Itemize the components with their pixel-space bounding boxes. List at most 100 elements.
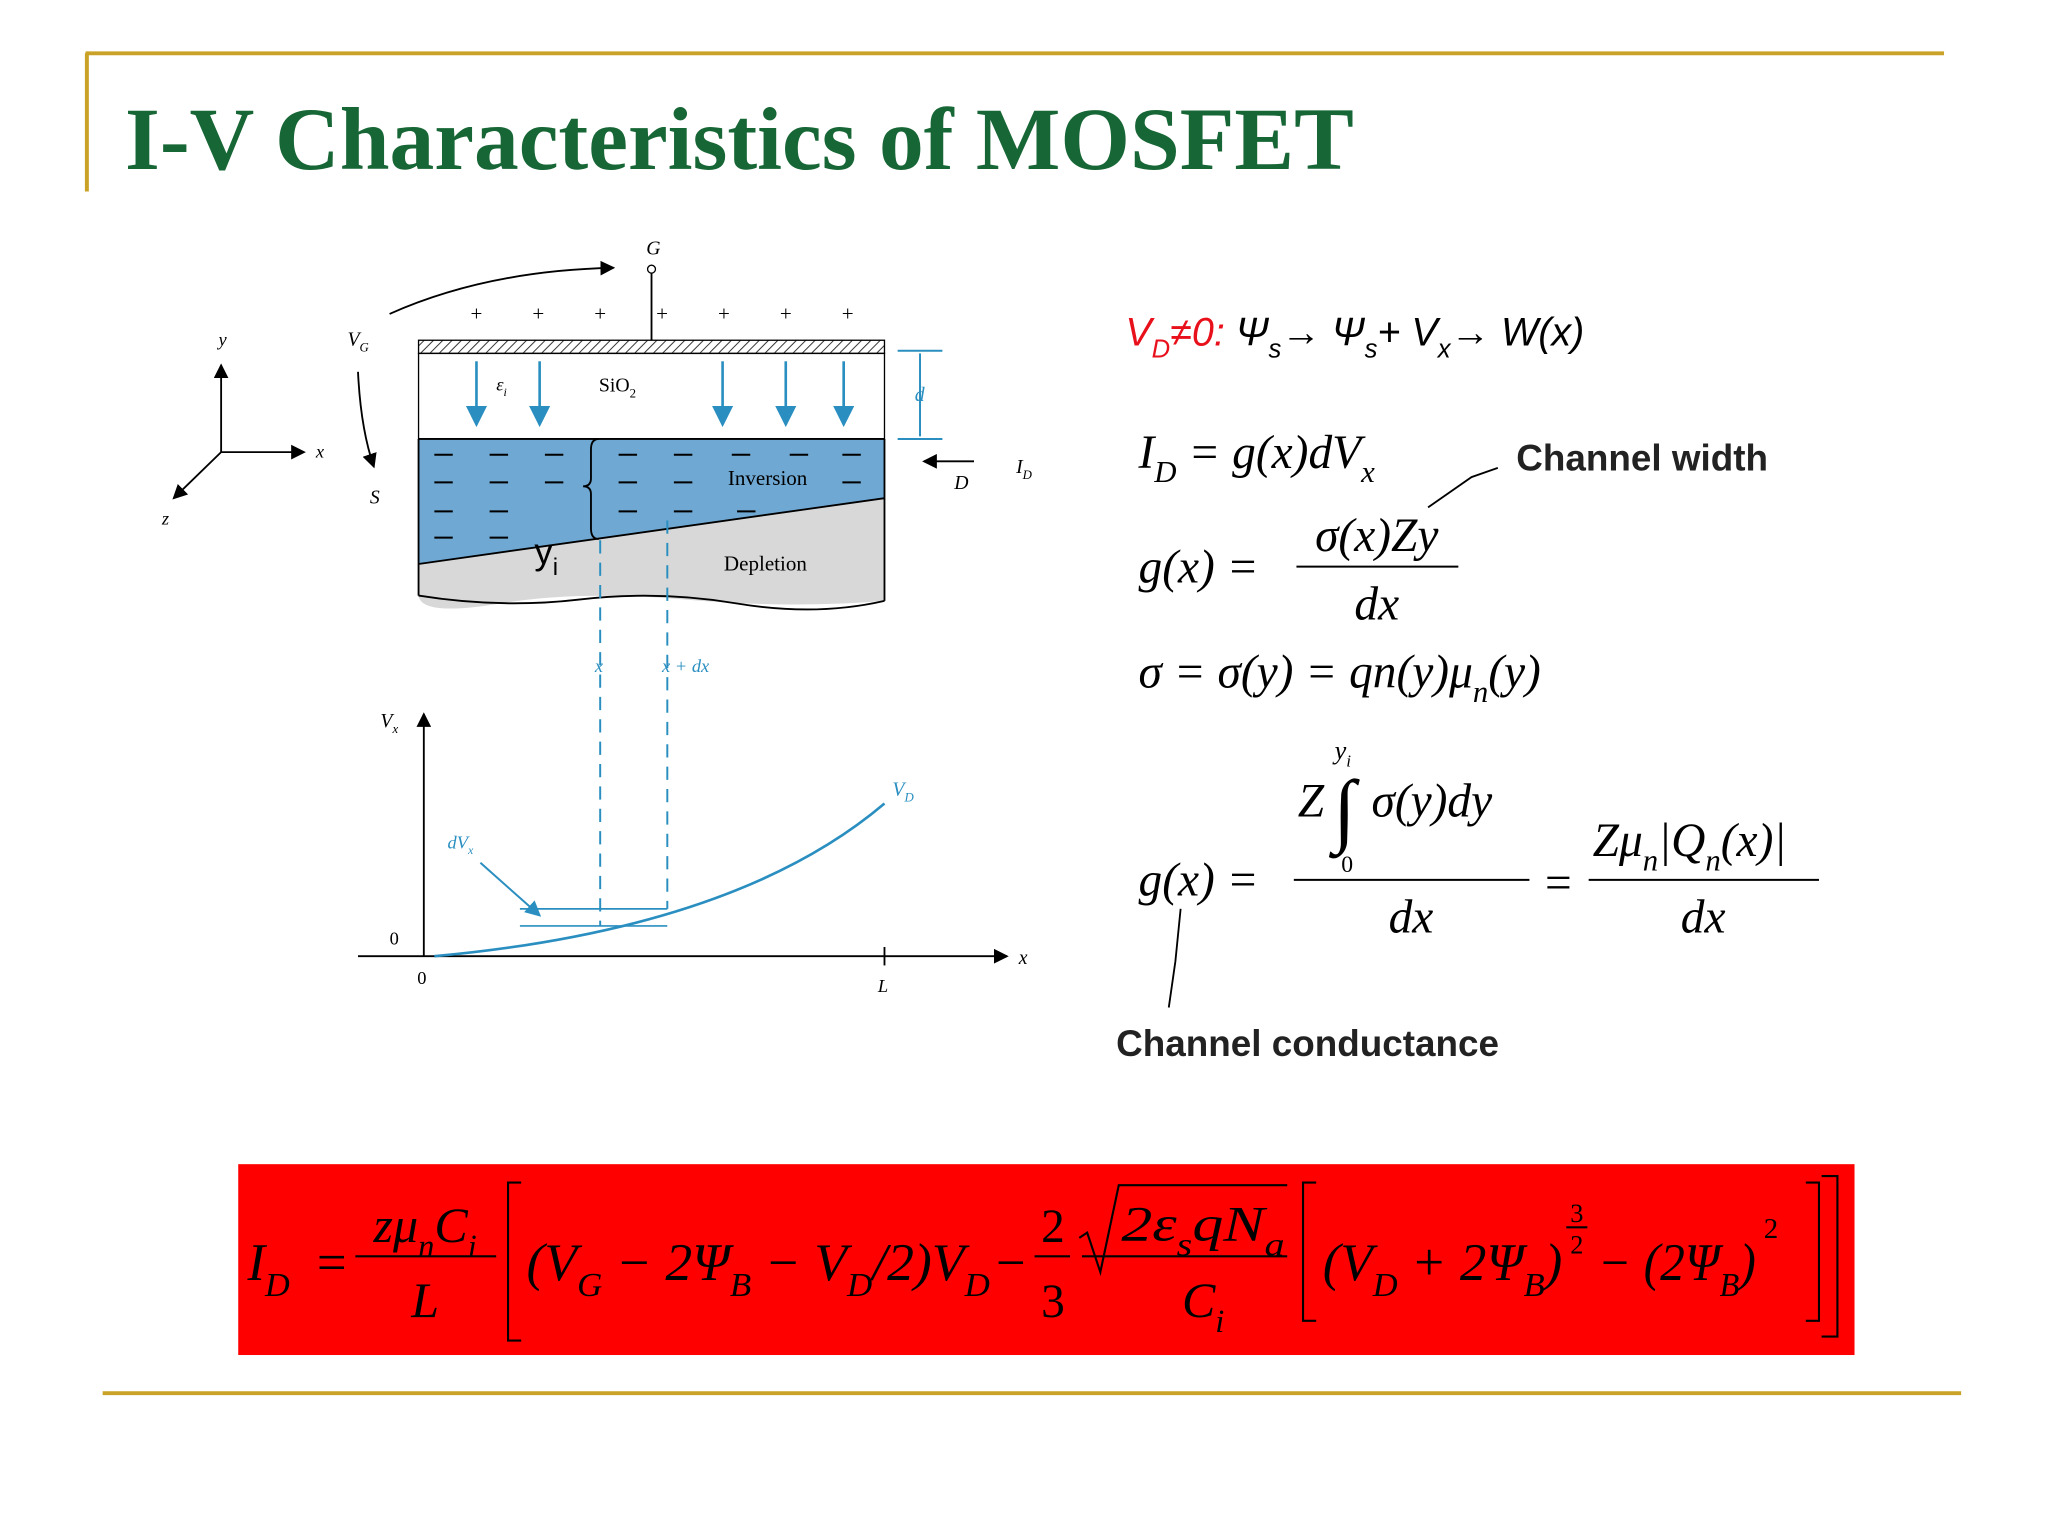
text-run: σ = σ(y) = qn(y)μ [1139, 647, 1473, 699]
text-run: a [1265, 1228, 1285, 1264]
text-run: ε [496, 374, 504, 394]
equation-4-numerator-2: Zμn|Qn(x)| [1593, 815, 1787, 877]
coordinate-axes [172, 363, 306, 500]
charge: + [656, 301, 668, 325]
text-run: I [1015, 456, 1024, 478]
gate-terminal [646, 264, 657, 274]
current-equals: = [317, 1234, 347, 1292]
oxide-label: SiO2 [599, 375, 636, 401]
conductance-leader [1167, 908, 1182, 1008]
increment-arrow [479, 862, 542, 917]
text-run: / [869, 1234, 891, 1292]
equation-4-upper: yi [1332, 736, 1352, 771]
exponent-denominator: 2 [1570, 1231, 1583, 1260]
charge: + [532, 301, 544, 325]
text-run: B [730, 1267, 751, 1304]
text-run: V [347, 329, 361, 351]
text-run: D [846, 1267, 873, 1304]
depletion-layer [418, 498, 885, 609]
text-run: s [1365, 335, 1378, 363]
graph-y-origin: 0 [390, 928, 399, 948]
text-run: + 2Ψ [1398, 1234, 1528, 1292]
text-run: D [1152, 335, 1171, 363]
text-run: → Ψ [1281, 311, 1365, 355]
text-run: D [264, 1267, 290, 1304]
gate-label: G [646, 238, 660, 260]
substrate-edge [418, 594, 885, 611]
text-run: 2 [887, 1234, 914, 1292]
slide-title: I-V Characteristics of MOSFET [125, 90, 1354, 189]
text-run: + V [1377, 311, 1441, 355]
text-run: i [503, 385, 506, 399]
prefactor-numerator: zμnCi [373, 1197, 477, 1265]
text-run: Ψ [1225, 311, 1270, 355]
graph-x-origin: 0 [417, 968, 426, 988]
exponent-numerator: 3 [1570, 1199, 1583, 1228]
depletion-label: Depletion [724, 552, 807, 576]
field-arrows [465, 361, 855, 428]
equation-4-denominator: dx [1389, 892, 1434, 944]
graph-x-end: L [877, 976, 888, 996]
text-run: n [418, 1229, 434, 1265]
text-run: C [1182, 1272, 1216, 1328]
equation-2-denominator: dx [1354, 578, 1399, 630]
text-run: qN [1192, 1196, 1267, 1252]
equation-4-factor: Z [1298, 776, 1325, 828]
text-run: B [1720, 1267, 1740, 1304]
channel-conductance-label: Channel conductance [1116, 1023, 1499, 1064]
text-run: D [903, 791, 914, 805]
text-run: y [1332, 736, 1347, 765]
text-run: y [534, 531, 553, 572]
thickness-marker [897, 349, 943, 440]
text-run: = g(x)dV [1177, 427, 1367, 479]
gate-voltage-label: VG [347, 329, 368, 355]
charge: + [780, 301, 792, 325]
equation-2-numerator: σ(x)Zy [1315, 510, 1439, 562]
text-run: zμ [373, 1197, 419, 1253]
text-run: x [1360, 455, 1375, 489]
source-label: S [370, 486, 380, 508]
result-structure [355, 1174, 1839, 1342]
radicand: 2ε sqN a [1121, 1196, 1284, 1264]
text-run: ≠0: [1170, 311, 1225, 355]
outline [417, 438, 886, 601]
text-run: 2 [630, 386, 636, 400]
text-run: x [467, 843, 474, 857]
condition: VD≠0: Ψs→ Ψs+ Vx→ W(x) [1125, 311, 1584, 364]
text-run: s [1269, 335, 1282, 363]
graph-x-label: x [1018, 947, 1028, 969]
text-run: → W(x) [1451, 311, 1585, 355]
axis-y-label: y [216, 330, 227, 350]
text-run: (V [526, 1234, 583, 1292]
equation-4-integral: ∫ [1328, 763, 1360, 858]
fraction-bars [1293, 565, 1819, 881]
gate-voltage-arrow [389, 260, 616, 315]
text-run: − (2Ψ [1598, 1234, 1724, 1292]
axis-z-label: z [161, 509, 169, 529]
drain-label: D [953, 472, 968, 494]
position-lines [599, 520, 669, 926]
text-run: C [434, 1197, 468, 1253]
permittivity-label: εi [496, 374, 507, 399]
current-lhs: ID [246, 1234, 290, 1304]
text-run: 2ε [1121, 1196, 1177, 1252]
equation-4-lower: 0 [1341, 852, 1353, 878]
text-run: )V [911, 1234, 971, 1292]
text-run: D [964, 1267, 991, 1304]
text-run: i [1346, 752, 1351, 771]
drain-current-label: ID [1015, 456, 1033, 482]
text-run: I [1138, 427, 1157, 479]
axis-x-label: x [315, 441, 325, 461]
current-minus: − [996, 1234, 1026, 1292]
text-run: G [577, 1267, 602, 1304]
voltage-curve [434, 802, 886, 958]
text-run: i [468, 1229, 477, 1265]
text-run: SiO [599, 375, 630, 397]
text-run: G [360, 340, 369, 354]
increment-label: dVx [448, 832, 474, 857]
graph [358, 712, 1009, 966]
text-run: n [1705, 843, 1720, 877]
increment-lines [519, 907, 668, 927]
text-run: (y) [1488, 647, 1541, 699]
text-run: i [553, 554, 558, 581]
